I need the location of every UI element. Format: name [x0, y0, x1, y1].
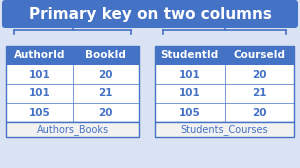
Text: Authors_Books: Authors_Books	[36, 124, 109, 135]
Bar	[155, 46, 294, 65]
Text: 20: 20	[98, 108, 113, 117]
Bar	[155, 46, 294, 122]
Text: 105: 105	[28, 108, 50, 117]
Bar	[6, 122, 139, 137]
Bar	[155, 46, 294, 122]
Text: Primary key on two columns: Primary key on two columns	[28, 7, 272, 22]
Text: 105: 105	[179, 108, 201, 117]
Text: 20: 20	[98, 70, 113, 79]
Text: 101: 101	[179, 89, 201, 98]
Bar	[155, 122, 294, 137]
Text: StudentId: StudentId	[160, 51, 219, 60]
Text: Students_Courses: Students_Courses	[181, 124, 268, 135]
Bar	[6, 46, 139, 122]
Bar	[6, 46, 139, 122]
FancyBboxPatch shape	[2, 0, 298, 28]
Text: 20: 20	[252, 108, 266, 117]
Text: AuthorId: AuthorId	[14, 51, 65, 60]
Text: 21: 21	[252, 89, 266, 98]
Text: CourseId: CourseId	[233, 51, 285, 60]
Text: 101: 101	[28, 89, 50, 98]
Text: 20: 20	[252, 70, 266, 79]
Text: 101: 101	[179, 70, 201, 79]
Text: 101: 101	[28, 70, 50, 79]
Text: BookId: BookId	[85, 51, 126, 60]
Bar	[6, 46, 139, 65]
Text: 21: 21	[98, 89, 113, 98]
